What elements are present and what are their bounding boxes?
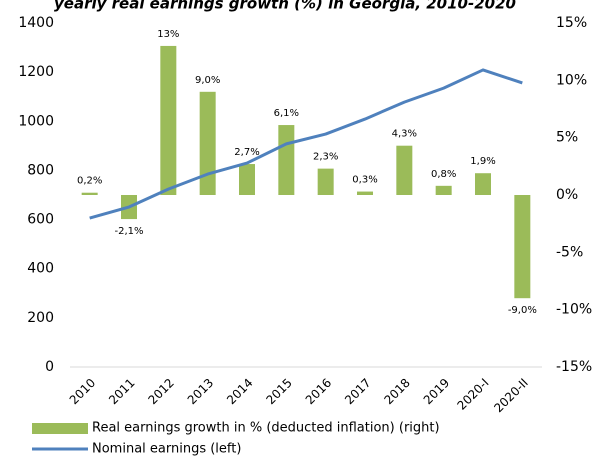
bar bbox=[435, 185, 452, 195]
data-label: 6,1% bbox=[274, 108, 299, 119]
y2-tick-label: 10% bbox=[556, 72, 587, 88]
x-tick-label: 2016 bbox=[303, 376, 334, 407]
data-label: 2,7% bbox=[234, 147, 259, 158]
bar bbox=[396, 145, 413, 195]
bar bbox=[160, 45, 177, 195]
y2-tick-label: -10% bbox=[556, 302, 592, 318]
y2-tick-label: 5% bbox=[556, 130, 578, 146]
x-tick-label: 2020-II bbox=[491, 376, 531, 416]
y-tick-label: 800 bbox=[27, 162, 54, 178]
y2-tick-label: -15% bbox=[556, 359, 592, 375]
y-tick-label: 1000 bbox=[18, 113, 54, 129]
x-tick-label: 2020-I bbox=[455, 376, 492, 413]
data-label: 0,8% bbox=[431, 169, 456, 180]
bar bbox=[475, 173, 491, 195]
y2-tick-label: 15% bbox=[556, 15, 587, 31]
x-tick-label: 2014 bbox=[224, 376, 255, 407]
x-tick-label: 2019 bbox=[421, 376, 452, 407]
bar bbox=[357, 191, 373, 195]
x-tick-label: 2017 bbox=[342, 376, 373, 407]
data-label: 0,2% bbox=[77, 176, 102, 187]
bar bbox=[278, 125, 295, 195]
data-label: -2,1% bbox=[114, 226, 143, 237]
chart-title: yearly real earnings growth (%) in Georg… bbox=[54, 0, 516, 13]
data-label: 2,3% bbox=[313, 152, 338, 163]
legend-swatch bbox=[32, 423, 88, 434]
y-tick-label: 1200 bbox=[18, 64, 54, 80]
bar bbox=[81, 192, 98, 195]
x-tick-label: 2018 bbox=[381, 376, 412, 407]
data-label: 1,9% bbox=[470, 156, 495, 167]
data-label: 13% bbox=[157, 29, 179, 40]
x-tick-label: 2015 bbox=[263, 376, 294, 407]
x-tick-label: 2012 bbox=[145, 376, 176, 407]
x-tick-label: 2010 bbox=[67, 376, 98, 407]
data-label: 4,3% bbox=[392, 129, 417, 140]
legend-label: Nominal earnings (left) bbox=[92, 442, 241, 457]
y-tick-label: 200 bbox=[27, 310, 54, 326]
legend-label: Real earnings growth in % (deducted infl… bbox=[92, 421, 440, 436]
line bbox=[89, 68, 523, 220]
bar bbox=[199, 91, 216, 195]
y-tick-label: 400 bbox=[27, 261, 54, 277]
data-label: 0,3% bbox=[352, 175, 377, 186]
y-tick-label: 600 bbox=[27, 212, 54, 228]
y2-tick-label: 0% bbox=[556, 187, 578, 203]
y-tick-label: 1400 bbox=[18, 15, 54, 31]
data-label: -9,0% bbox=[508, 305, 537, 316]
bar bbox=[317, 168, 334, 195]
bar bbox=[239, 164, 255, 195]
y-tick-label: 0 bbox=[45, 359, 54, 375]
bar bbox=[514, 195, 531, 299]
x-tick-label: 2011 bbox=[106, 376, 137, 407]
y2-tick-label: -5% bbox=[556, 244, 583, 260]
x-tick-label: 2013 bbox=[185, 376, 216, 407]
data-label: 9,0% bbox=[195, 75, 220, 86]
